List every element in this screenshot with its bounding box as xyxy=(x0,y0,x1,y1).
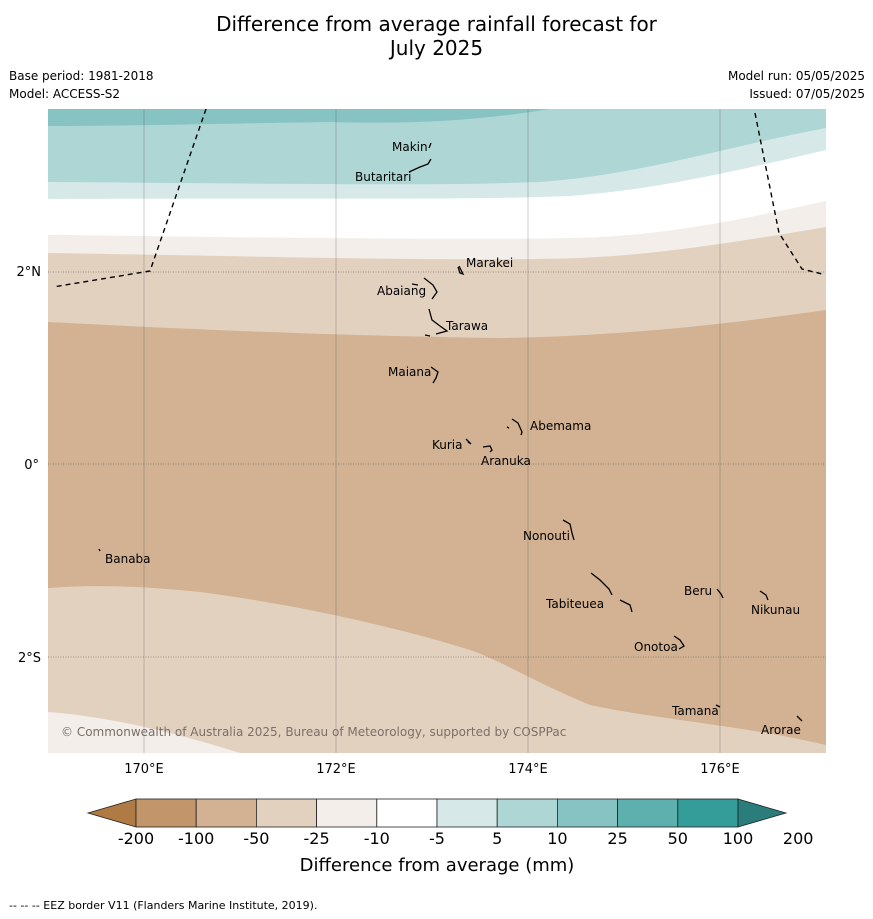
colorbar-tick-label: 50 xyxy=(668,829,688,848)
colorbar-cell xyxy=(195,798,257,828)
island-shape-nonouti xyxy=(562,519,575,541)
label-tabiteuea: Tabiteuea xyxy=(545,597,604,611)
label-arorae: Arorae xyxy=(761,723,801,737)
base-period-text: Base period: 1981-2018 xyxy=(9,69,154,83)
colorbar-tick-label: -10 xyxy=(364,829,390,848)
colorbar-cells xyxy=(135,798,739,828)
label-aranuka: Aranuka xyxy=(481,454,531,468)
label-banaba: Banaba xyxy=(105,552,151,566)
lat-tick-2n: 2°N xyxy=(17,265,42,280)
label-makin: Makin xyxy=(392,140,428,154)
island-shape-makin xyxy=(428,142,432,149)
lon-tick-174: 174°E xyxy=(508,762,548,777)
island-shape-kuria xyxy=(465,438,472,445)
island-shape-butaritari xyxy=(408,158,432,173)
colorbar-cell xyxy=(677,798,739,828)
model-run-text: Model run: 05/05/2025 xyxy=(727,69,865,83)
map-area: Makin Butaritari Marakei Abaiang Tarawa … xyxy=(48,109,826,753)
colorbar: -200 -100 -50 -25 -10 -5 5 10 25 50 100 200 Differe… xyxy=(86,798,814,876)
metadata-right: Model run: 05/05/2025 Issued: 07/05/2025 xyxy=(728,67,865,103)
label-butaritari: Butaritari xyxy=(355,170,412,184)
island-shape-onotoa xyxy=(673,635,685,650)
map-title: Difference from average rainfall forecas… xyxy=(0,12,873,60)
island-shape-maiana xyxy=(430,366,439,384)
island-shape-abemama xyxy=(506,418,523,436)
lon-tick-170: 170°E xyxy=(124,762,164,777)
band-neutral xyxy=(48,150,826,239)
colorbar-tick-label: 200 xyxy=(783,829,814,848)
island-shape-marakei xyxy=(457,265,465,276)
label-maiana: Maiana xyxy=(388,365,431,379)
title-line-1: Difference from average rainfall forecas… xyxy=(216,12,657,36)
band-10-25 xyxy=(48,109,826,185)
model-text: Model: ACCESS-S2 xyxy=(9,87,121,101)
band-25-50 xyxy=(48,109,550,126)
colorbar-tick-labels: -200 -100 -50 -25 -10 -5 5 10 25 50 100 200 xyxy=(118,829,814,848)
lat-tick-0: 0° xyxy=(24,458,39,473)
colorbar-tick-label: -200 xyxy=(118,829,154,848)
axis-labels: 170°E 172°E 174°E 176°E 2°N 0° 2°S xyxy=(17,265,740,777)
label-abaiang: Abaiang xyxy=(377,284,426,298)
label-abemama: Abemama xyxy=(530,419,591,433)
colorbar-tick-label: 5 xyxy=(492,829,502,848)
colorbar-cell xyxy=(436,798,498,828)
colorbar-tick-label: 10 xyxy=(547,829,567,848)
label-tamana: Tamana xyxy=(671,704,719,718)
island-labels: Makin Butaritari Marakei Abaiang Tarawa … xyxy=(105,140,801,737)
island-shape-tabiteuea xyxy=(590,572,633,613)
colorbar-cell xyxy=(376,798,438,828)
colorbar-tick-label: 100 xyxy=(723,829,754,848)
label-nikunau: Nikunau xyxy=(751,603,800,617)
colorbar-cell xyxy=(255,798,317,828)
label-marakei: Marakei xyxy=(466,256,513,270)
colorbar-cell xyxy=(135,798,197,828)
title-line-2: July 2025 xyxy=(389,36,484,60)
label-nonouti: Nonouti xyxy=(523,529,570,543)
colorbar-tick-label: -100 xyxy=(178,829,214,848)
island-shape-banaba xyxy=(98,548,101,552)
issued-text: Issued: 07/05/2025 xyxy=(749,87,865,101)
colorbar-cell xyxy=(496,798,558,828)
label-tarawa: Tarawa xyxy=(445,319,488,333)
island-shape-beru xyxy=(716,588,724,599)
lat-tick-2s: 2°S xyxy=(18,651,41,666)
island-shape-abaiang xyxy=(411,277,438,300)
graticule xyxy=(48,109,826,753)
colorbar-tick-label: -25 xyxy=(304,829,330,848)
label-kuria: Kuria xyxy=(432,438,463,452)
label-beru: Beru xyxy=(684,584,712,598)
island-shape-arorae xyxy=(796,715,803,722)
label-onotoa: Onotoa xyxy=(634,640,678,654)
colorbar-extend-low xyxy=(86,798,137,828)
metadata-left: Base period: 1981-2018 Model: ACCESS-S2 xyxy=(9,67,154,103)
island-shape-nikunau xyxy=(759,590,769,601)
colorbar-tick-label: 25 xyxy=(607,829,627,848)
island-shape-aranuka xyxy=(482,445,493,453)
copyright-text: © Commonwealth of Australia 2025, Bureau… xyxy=(61,725,566,739)
colorbar-cell xyxy=(557,798,619,828)
colorbar-cell xyxy=(617,798,679,828)
island-outlines xyxy=(98,142,803,722)
eez-legend-note: -- -- -- EEZ border V11 (Flanders Marine… xyxy=(9,899,318,912)
band-minus50-minus25 xyxy=(48,310,826,745)
colorbar-tick-label: -50 xyxy=(243,829,269,848)
eez-border-west xyxy=(52,109,207,288)
lon-tick-176: 176°E xyxy=(700,762,740,777)
colorbar-cell xyxy=(316,798,378,828)
eez-border-east xyxy=(754,112,823,275)
lon-tick-172: 172°E xyxy=(316,762,356,777)
island-shape-tamana xyxy=(715,704,721,708)
colorbar-title: Difference from average (mm) xyxy=(300,855,575,876)
island-shape-tarawa xyxy=(424,308,449,337)
colorbar-extend-high xyxy=(737,798,788,828)
colorbar-tick-label: -5 xyxy=(429,829,445,848)
